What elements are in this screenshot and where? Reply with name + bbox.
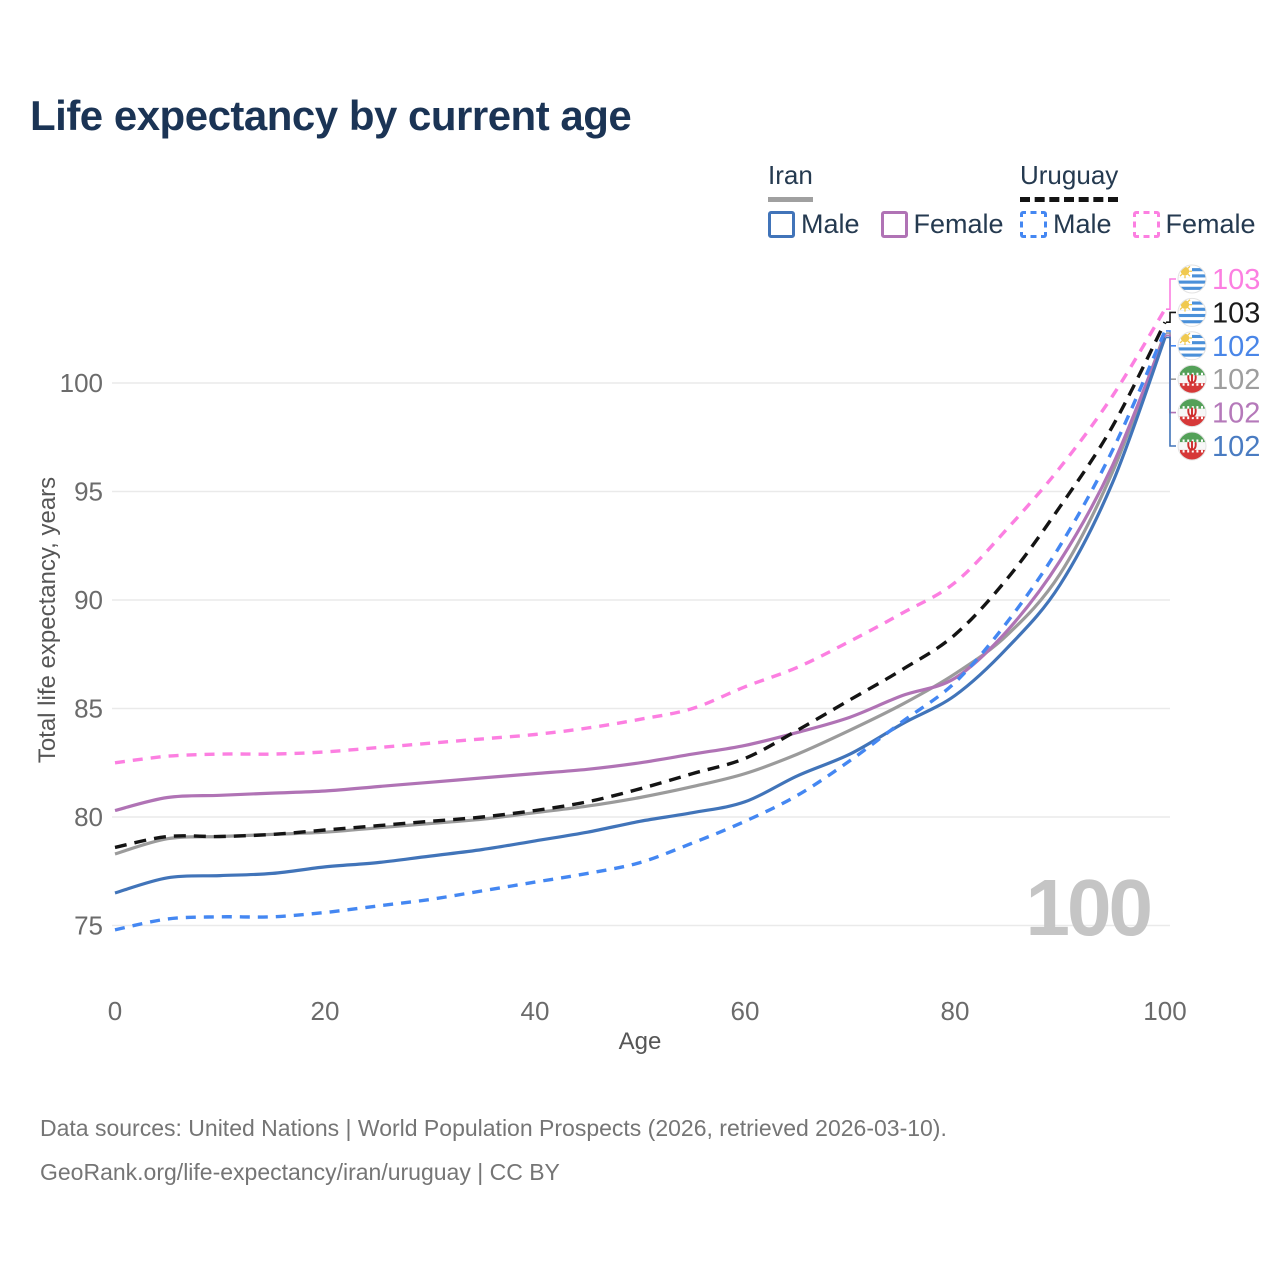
- end-label-connector: [1166, 336, 1176, 447]
- end-label-iran-female: 102: [1166, 334, 1260, 430]
- y-tick-90: 90: [74, 585, 103, 615]
- end-label-uruguay-female: 103: [1166, 264, 1260, 311]
- x-tick-20: 20: [311, 996, 340, 1026]
- end-label-value: 103: [1212, 297, 1260, 329]
- end-label-connector: [1166, 334, 1176, 414]
- x-tick-0: 0: [108, 996, 122, 1026]
- legend-label-uruguay-male: Male: [1053, 209, 1112, 239]
- end-label-value: 103: [1212, 264, 1260, 296]
- series-line-uruguay-male: [114, 330, 1167, 932]
- flag-uruguay-icon: [1177, 331, 1207, 361]
- flag-iran-icon: [1177, 431, 1207, 461]
- legend-swatch-uruguay-female: [1132, 211, 1160, 238]
- legend-label-iran-male: Male: [801, 209, 860, 239]
- end-label-iran-both-sexes: 102: [1166, 332, 1260, 396]
- footer-attribution-link: GeoRank.org/life-expectancy/iran/uruguay…: [40, 1159, 560, 1185]
- end-label-connector: [1166, 311, 1176, 324]
- legend-item-uruguay-male[interactable]: Male: [1020, 211, 1112, 238]
- legend-label-uruguay-female: Female: [1165, 209, 1256, 239]
- series-line-uruguay-both-sexes: [114, 321, 1167, 850]
- legend-swatch-iran-male: [768, 211, 795, 238]
- end-label-value: 102: [1212, 331, 1260, 363]
- y-tick-100: 100: [60, 368, 103, 398]
- end-label-uruguay-both-sexes: 103: [1166, 297, 1260, 329]
- y-tick-75: 75: [74, 911, 103, 941]
- legend-swatch-iran-female: [880, 211, 908, 238]
- end-label-uruguay-male: 102: [1166, 330, 1260, 363]
- legend-group-uruguay: Uruguay Male Female: [1020, 160, 1277, 238]
- legend-item-iran-female[interactable]: Female: [880, 209, 1004, 239]
- end-label-connector: [1166, 332, 1176, 381]
- end-label-value: 102: [1212, 364, 1260, 396]
- x-tick-100: 100: [1143, 996, 1186, 1026]
- series-line-iran-male: [114, 336, 1167, 895]
- footer: Data sources: United Nations | World Pop…: [40, 1106, 947, 1194]
- x-tick-80: 80: [941, 996, 970, 1026]
- legend-country-uruguay[interactable]: Uruguay: [1020, 160, 1119, 202]
- legend-row-iran: Male Female: [768, 211, 1025, 238]
- x-axis-title: Age: [618, 1028, 662, 1055]
- y-axis-title: Total life expectancy, years: [34, 476, 61, 764]
- x-tick-40: 40: [521, 996, 550, 1026]
- legend-item-uruguay-female[interactable]: Female: [1132, 209, 1256, 239]
- y-tick-95: 95: [74, 477, 103, 507]
- legend-country-iran[interactable]: Iran: [768, 160, 813, 202]
- legend-row-uruguay: Male Female: [1020, 211, 1277, 238]
- flag-iran-icon: [1177, 364, 1207, 394]
- series-line-iran-both-sexes: [114, 332, 1167, 856]
- end-label-iran-male: 102: [1166, 336, 1260, 463]
- legend-group-iran: Iran Male Female: [768, 160, 1025, 238]
- y-tick-85: 85: [74, 694, 103, 724]
- end-label-value: 102: [1212, 398, 1260, 430]
- legend-label-iran-female: Female: [913, 209, 1004, 239]
- series-line-uruguay-female: [114, 308, 1167, 765]
- flag-iran-icon: [1177, 398, 1207, 428]
- flag-uruguay-icon: [1177, 264, 1207, 294]
- legend-swatch-uruguay-male: [1020, 211, 1047, 238]
- footer-data-sources: Data sources: United Nations | World Pop…: [40, 1115, 947, 1141]
- x-tick-60: 60: [731, 996, 760, 1026]
- age-watermark: 100: [1025, 863, 1153, 952]
- y-tick-80: 80: [74, 802, 103, 832]
- end-label-value: 102: [1212, 431, 1260, 463]
- end-label-connector: [1166, 278, 1176, 311]
- flag-uruguay-icon: [1177, 297, 1207, 327]
- page-title: Life expectancy by current age: [30, 92, 632, 139]
- legend-item-iran-male[interactable]: Male: [768, 211, 860, 238]
- series-line-iran-female: [114, 334, 1167, 813]
